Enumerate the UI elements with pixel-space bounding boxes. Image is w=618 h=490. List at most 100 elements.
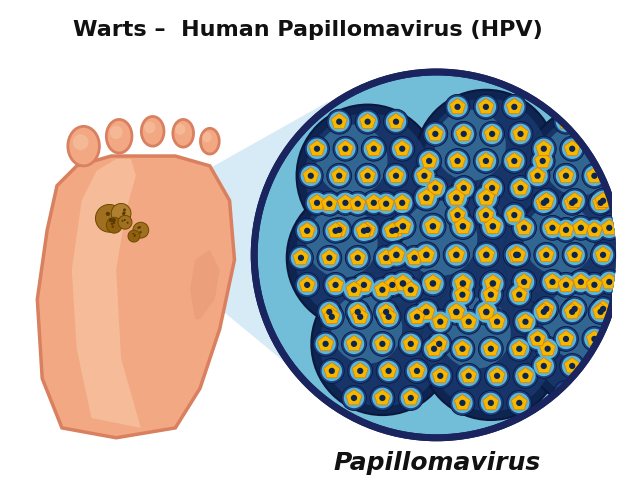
Polygon shape <box>483 286 499 301</box>
Circle shape <box>361 282 367 288</box>
Circle shape <box>106 216 109 220</box>
Polygon shape <box>586 330 603 346</box>
Polygon shape <box>448 246 465 262</box>
Circle shape <box>570 218 591 238</box>
Circle shape <box>423 98 548 223</box>
Circle shape <box>459 346 465 352</box>
Circle shape <box>465 373 472 379</box>
Polygon shape <box>536 140 552 156</box>
Circle shape <box>508 122 533 147</box>
Circle shape <box>376 194 396 214</box>
Circle shape <box>435 110 506 181</box>
Circle shape <box>450 282 475 307</box>
Circle shape <box>413 242 439 268</box>
Circle shape <box>400 388 421 408</box>
Circle shape <box>365 227 371 233</box>
Circle shape <box>451 175 476 200</box>
Polygon shape <box>558 330 574 346</box>
Circle shape <box>414 368 420 374</box>
Circle shape <box>584 329 604 349</box>
Circle shape <box>329 220 349 240</box>
Circle shape <box>617 299 618 324</box>
Circle shape <box>445 95 470 120</box>
Circle shape <box>305 191 329 215</box>
Circle shape <box>617 136 618 161</box>
Circle shape <box>352 272 376 297</box>
Circle shape <box>307 207 378 278</box>
Circle shape <box>588 353 613 378</box>
Circle shape <box>423 122 448 147</box>
Polygon shape <box>409 363 425 378</box>
Circle shape <box>389 228 396 234</box>
Polygon shape <box>558 221 574 237</box>
Polygon shape <box>615 113 618 128</box>
Circle shape <box>361 228 367 234</box>
Circle shape <box>556 383 576 403</box>
Circle shape <box>452 285 473 305</box>
Ellipse shape <box>173 120 193 147</box>
Polygon shape <box>328 276 344 292</box>
Circle shape <box>456 364 481 388</box>
Circle shape <box>378 307 399 327</box>
Circle shape <box>399 277 423 302</box>
Polygon shape <box>530 330 546 346</box>
Circle shape <box>533 302 554 322</box>
Circle shape <box>295 195 420 320</box>
Circle shape <box>489 185 495 191</box>
Circle shape <box>386 368 392 374</box>
Circle shape <box>386 244 407 266</box>
Circle shape <box>560 136 585 161</box>
Circle shape <box>304 282 310 288</box>
Ellipse shape <box>110 125 122 139</box>
Circle shape <box>476 244 497 266</box>
Circle shape <box>447 151 468 171</box>
Circle shape <box>534 188 559 213</box>
Circle shape <box>541 309 547 315</box>
Circle shape <box>554 272 578 297</box>
Circle shape <box>482 216 504 237</box>
Polygon shape <box>375 390 391 405</box>
Circle shape <box>304 228 310 234</box>
Circle shape <box>476 205 496 225</box>
Circle shape <box>380 272 405 297</box>
Circle shape <box>572 306 578 312</box>
Circle shape <box>453 309 460 315</box>
Circle shape <box>454 212 460 218</box>
Circle shape <box>454 104 460 110</box>
Polygon shape <box>454 394 470 410</box>
Polygon shape <box>489 368 505 383</box>
Circle shape <box>591 282 598 288</box>
Circle shape <box>556 220 576 240</box>
Polygon shape <box>544 273 561 289</box>
Circle shape <box>562 193 582 213</box>
Ellipse shape <box>175 124 185 135</box>
Circle shape <box>326 200 332 207</box>
Circle shape <box>590 356 611 376</box>
Circle shape <box>531 353 556 378</box>
Circle shape <box>572 252 578 258</box>
Circle shape <box>378 361 399 381</box>
Circle shape <box>329 314 335 320</box>
Polygon shape <box>427 125 443 141</box>
Circle shape <box>512 216 536 240</box>
Circle shape <box>408 287 414 293</box>
Circle shape <box>489 280 496 287</box>
Circle shape <box>522 373 528 379</box>
Circle shape <box>106 218 122 233</box>
Circle shape <box>351 395 357 401</box>
Circle shape <box>355 255 361 261</box>
Circle shape <box>510 178 531 198</box>
Circle shape <box>345 191 370 216</box>
Circle shape <box>527 166 548 186</box>
Polygon shape <box>536 195 552 210</box>
Circle shape <box>414 314 420 320</box>
Circle shape <box>391 189 522 321</box>
Polygon shape <box>564 303 580 318</box>
Circle shape <box>317 245 342 270</box>
Polygon shape <box>586 113 603 128</box>
Circle shape <box>562 243 587 268</box>
Polygon shape <box>356 276 372 292</box>
Circle shape <box>516 400 522 406</box>
Circle shape <box>511 158 517 164</box>
Circle shape <box>460 280 466 287</box>
